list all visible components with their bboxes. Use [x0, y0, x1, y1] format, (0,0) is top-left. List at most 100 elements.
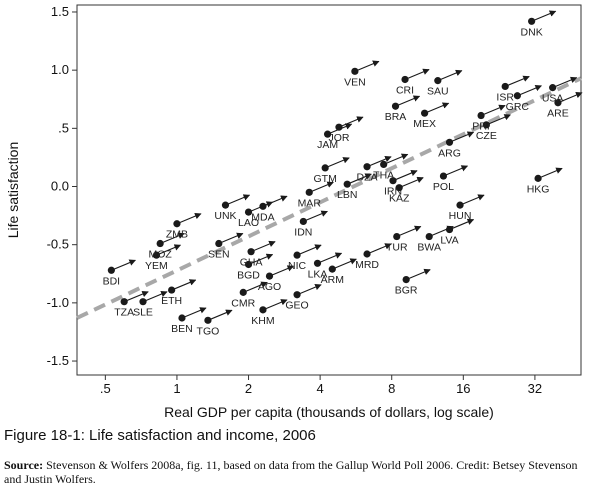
country-point — [501, 82, 509, 91]
country-label: PRI — [472, 121, 490, 133]
trend-arrow — [396, 225, 422, 238]
trend-arrow — [459, 194, 485, 206]
trend-arrow — [332, 258, 357, 270]
trend-arrow — [176, 212, 202, 225]
trend-arrow — [248, 253, 274, 265]
x-tick-label: 8 — [388, 381, 395, 396]
trend-arrow — [480, 104, 506, 117]
country-label: LAO — [238, 217, 259, 229]
country-point — [335, 123, 343, 131]
fit-line — [76, 76, 582, 320]
trend-arrow — [443, 165, 469, 177]
country-point — [445, 138, 454, 146]
y-tick-label: -0.5 — [47, 237, 69, 252]
country-label: TZA — [114, 307, 134, 319]
country-point — [363, 163, 371, 171]
trend-arrow — [383, 153, 409, 165]
country-label: MRD — [355, 259, 379, 271]
y-axis-ticks: 1.5 1.0 .5 0.0 -0.5 -1.0 -1.5 — [47, 4, 77, 368]
trend-arrow — [269, 265, 295, 277]
x-tick-label: 16 — [456, 381, 470, 396]
trend-arrow — [317, 252, 343, 264]
country-point — [363, 250, 371, 258]
y-tick-label: 1.0 — [51, 62, 69, 77]
trend-arrow — [486, 114, 511, 126]
country-label: JAM — [317, 139, 338, 151]
country-point — [482, 121, 490, 129]
country-label: BGR — [395, 285, 418, 297]
country-point — [401, 75, 409, 84]
country-point — [513, 92, 521, 100]
trend-arrow — [449, 131, 475, 143]
trend-arrow — [537, 167, 563, 179]
country-point — [351, 67, 359, 75]
fit-line-layer — [76, 76, 582, 320]
country-label: MEX — [413, 118, 436, 130]
trend-arrow — [262, 195, 288, 207]
trend-arrow — [395, 95, 421, 107]
source-label: Source: — [4, 458, 44, 472]
country-label: ARG — [438, 147, 461, 159]
y-axis-title: Life satisfaction — [5, 142, 21, 239]
x-tick-label: 2 — [245, 381, 252, 396]
country-point — [389, 177, 397, 185]
country-point — [323, 130, 332, 138]
country-point — [534, 174, 542, 182]
country-point — [395, 184, 403, 192]
country-point — [305, 188, 313, 196]
country-point — [259, 202, 267, 210]
y-tick-label: 1.5 — [51, 4, 69, 19]
country-label: POL — [433, 181, 454, 193]
country-point — [156, 239, 164, 248]
country-label: SLE — [133, 307, 153, 319]
country-point — [439, 172, 448, 180]
y-tick-label: -1.0 — [47, 295, 69, 310]
x-axis-title: Real GDP per capita (thousands of dollar… — [164, 404, 494, 420]
trend-arrow — [404, 68, 430, 80]
trend-arrow — [111, 259, 136, 271]
country-label: ZMB — [166, 229, 188, 241]
country-label: HUN — [449, 210, 472, 222]
country-point — [265, 272, 274, 280]
country-label: BDI — [103, 275, 121, 287]
country-label: JOR — [328, 132, 349, 144]
country-point — [343, 180, 351, 188]
trend-arrow — [207, 309, 233, 321]
country-label: ETH — [161, 295, 182, 307]
country-point — [173, 220, 181, 228]
country-label: GTM — [314, 173, 337, 185]
y-tick-label: -1.5 — [47, 353, 69, 368]
country-label: IRN — [384, 186, 402, 198]
country-label: MOZ — [148, 249, 172, 261]
country-label: MAR — [298, 197, 322, 209]
trend-arrow — [392, 169, 418, 182]
country-label: MDA — [251, 211, 274, 223]
country-label: SEN — [208, 249, 230, 261]
country-point — [178, 314, 186, 322]
trend-arrow — [437, 69, 463, 82]
country-point — [239, 288, 247, 296]
country-point — [244, 260, 253, 269]
country-label: BWA — [417, 242, 441, 254]
country-label: ARM — [321, 274, 344, 286]
trend-arrow — [296, 244, 322, 256]
country-point — [168, 286, 176, 294]
trend-arrow — [552, 76, 578, 89]
country-label: KAZ — [389, 193, 410, 205]
country-point — [456, 201, 464, 209]
country-label: GEO — [285, 300, 308, 312]
trend-arrow — [531, 10, 557, 22]
trend-arrow — [449, 218, 475, 231]
country-point — [244, 208, 253, 216]
country-label: TGO — [197, 325, 220, 337]
trend-arrow — [424, 102, 450, 114]
country-point — [299, 217, 307, 226]
x-axis-ticks: .5 1 2 4 8 16 32 — [100, 375, 542, 396]
x-tick-label: 32 — [528, 381, 542, 396]
trend-arrow — [366, 155, 392, 168]
country-label: BGD — [237, 269, 260, 281]
trend-arrow — [309, 181, 334, 193]
country-point — [293, 291, 301, 299]
country-point — [313, 259, 322, 267]
country-point — [421, 109, 429, 117]
